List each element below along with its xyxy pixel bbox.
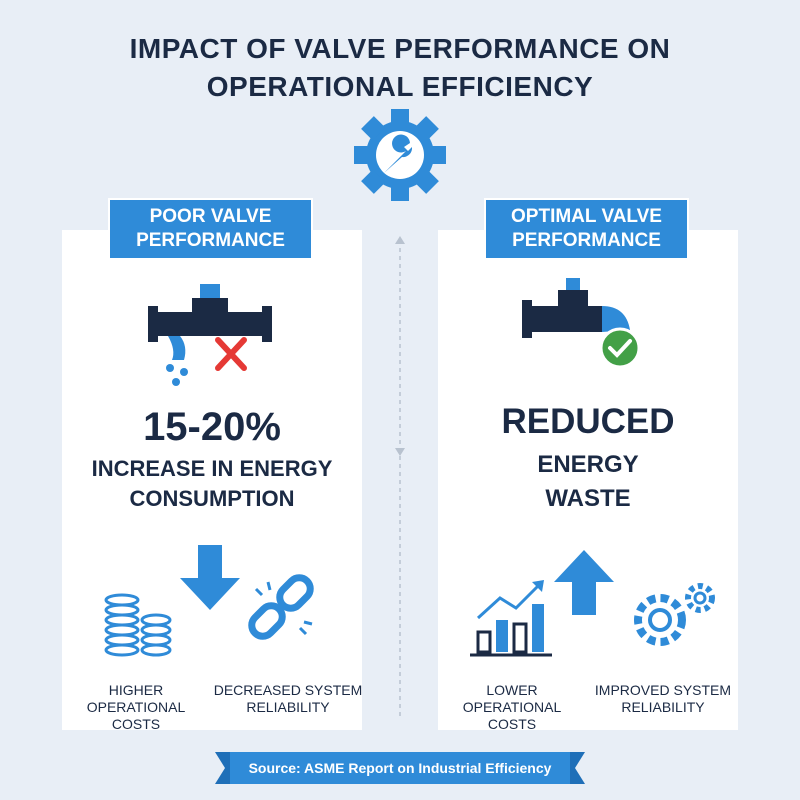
gear-icon-part-part — [414, 169, 439, 194]
item-label: DECREASED SYSTEM RELIABILITY — [213, 682, 363, 715]
gear-icon-part-part — [430, 146, 446, 164]
gear-icon-part — [384, 134, 413, 173]
panel-label: OPTIMAL VALVE PERFORMANCE — [484, 198, 689, 260]
gear-icon-part-part — [361, 169, 386, 194]
panel-label: POOR VALVE PERFORMANCE — [108, 198, 313, 260]
headline: REDUCED — [501, 402, 675, 441]
gear-icon-part — [376, 131, 424, 179]
divider — [395, 236, 405, 720]
title: IMPACT OF VALVE PERFORMANCE ON OPERATION… — [129, 33, 671, 102]
gear-icon-part-part — [361, 116, 386, 141]
gear-icon-part-part — [414, 116, 439, 141]
subtext: INCREASE IN ENERGY CONSUMPTION — [91, 456, 333, 511]
gear-icon — [354, 109, 446, 201]
item-label: LOWER OPERATIONAL COSTS — [462, 682, 562, 732]
subtext: ENERGY WASTE — [537, 451, 639, 512]
gear-icon-part-part — [354, 146, 370, 164]
source: Source: ASME Report on Industrial Effici… — [248, 760, 552, 776]
headline: 15-20% — [143, 405, 281, 449]
gear-icon-part-part — [391, 185, 409, 201]
item-label: IMPROVED SYSTEM RELIABILITY — [594, 682, 732, 715]
item-label: HIGHER OPERATIONAL COSTS — [86, 682, 186, 732]
gear-icon-part-part — [391, 109, 409, 125]
